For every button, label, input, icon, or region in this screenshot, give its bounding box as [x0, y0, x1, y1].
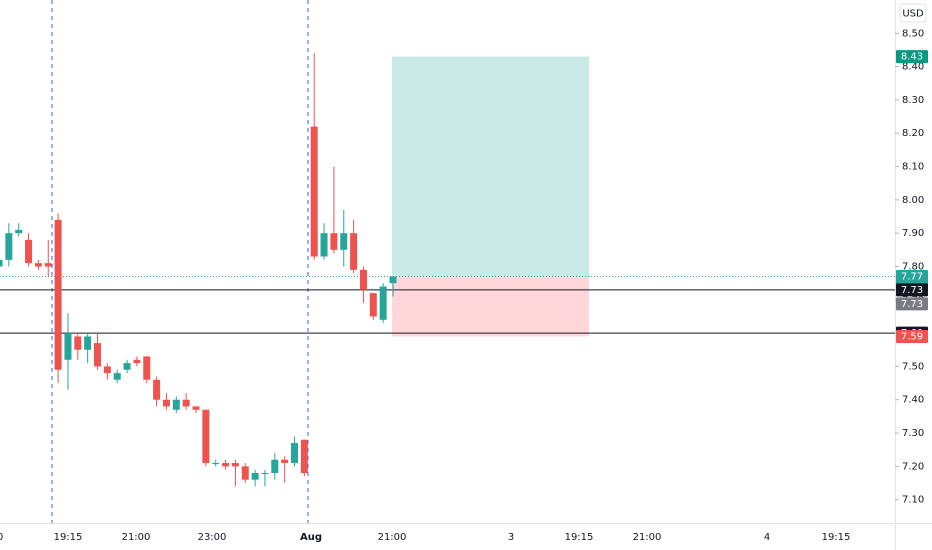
candle-body: [103, 366, 111, 374]
y-tick-label: 8.10: [902, 162, 924, 173]
stop-zone: [392, 276, 589, 337]
price-tag-label: 7.73: [901, 285, 923, 296]
candle-body: [271, 459, 279, 474]
candle-body: [369, 293, 377, 317]
candle-body: [143, 356, 151, 380]
candle-body: [34, 263, 42, 267]
candle-body: [113, 373, 121, 380]
price-tag-label: 7.77: [901, 271, 923, 282]
candle-body: [192, 406, 200, 410]
y-tick-label: 7.80: [902, 261, 924, 272]
candle-body: [330, 233, 338, 250]
y-tick-label: 7.10: [902, 495, 924, 506]
price-tag: [896, 283, 928, 297]
currency-box[interactable]: [899, 3, 927, 23]
candle-body: [202, 409, 210, 464]
y-tick-label: 8.00: [902, 195, 924, 206]
candle-body: [162, 399, 170, 407]
x-tick-label: 19:15: [822, 532, 851, 543]
candle-body: [251, 473, 259, 480]
candle-body: [74, 336, 82, 350]
x-tick-label: 21:00: [122, 532, 151, 543]
candle-body: [25, 239, 33, 264]
candle-body: [340, 233, 348, 250]
candle-body: [310, 126, 318, 257]
y-tick-label: 7.20: [902, 461, 924, 472]
y-tick-label: 8.50: [902, 28, 924, 39]
candle-body: [261, 473, 269, 475]
price-tag-label: 8.43: [901, 52, 923, 63]
price-tag-label: 7.73: [901, 299, 923, 310]
price-tag-label: 7.59: [901, 331, 923, 342]
candle-body: [133, 359, 141, 364]
x-tick-label: 21:00: [378, 532, 407, 543]
price-tag: [896, 329, 928, 343]
y-tick-label: 7.50: [902, 361, 924, 372]
candle-body: [300, 439, 308, 474]
x-tick-label: 0: [0, 532, 3, 543]
x-tick-label: 19:15: [565, 532, 594, 543]
x-tick-label: 23:00: [198, 532, 227, 543]
candle-body: [172, 399, 180, 410]
candle-body: [0, 259, 3, 267]
y-tick-label: 8.40: [902, 62, 924, 73]
candle-body: [182, 399, 190, 407]
candle-body: [64, 333, 72, 360]
candle-body: [281, 459, 289, 464]
y-tick-label: 8.30: [902, 95, 924, 106]
candle-body: [291, 443, 298, 464]
candle-body: [359, 269, 367, 290]
currency: USD: [902, 9, 924, 20]
x-tick-label: 19:15: [54, 532, 83, 543]
candle-body: [350, 233, 358, 270]
y-tick-label: 7.30: [902, 428, 924, 439]
candle-body: [5, 233, 13, 260]
candle-body: [15, 229, 23, 234]
y-tick-label: 7.90: [902, 228, 924, 239]
y-tick-label: 8.20: [902, 128, 924, 139]
price-tag: [896, 50, 928, 64]
candle-body: [84, 336, 92, 350]
candle-body: [54, 219, 62, 370]
x-tick-label: 21:00: [633, 532, 662, 543]
candle-body: [94, 343, 101, 367]
candle-body: [379, 286, 387, 320]
candle-body: [123, 363, 131, 370]
candle-body: [231, 463, 239, 467]
candle-body: [320, 233, 328, 257]
candle-body: [222, 463, 230, 467]
target-zone: [392, 56, 589, 277]
candle-body: [212, 463, 220, 465]
candle-body: [44, 263, 52, 267]
x-tick-label: 3: [508, 532, 514, 543]
price-tag: [896, 297, 928, 311]
candle-body: [389, 276, 397, 284]
x-tick-label: Aug: [300, 532, 322, 543]
candle-body: [153, 379, 161, 400]
y-tick-label: 7.40: [902, 395, 924, 406]
candle-body: [241, 466, 249, 480]
x-tick-label: 4: [764, 532, 770, 543]
